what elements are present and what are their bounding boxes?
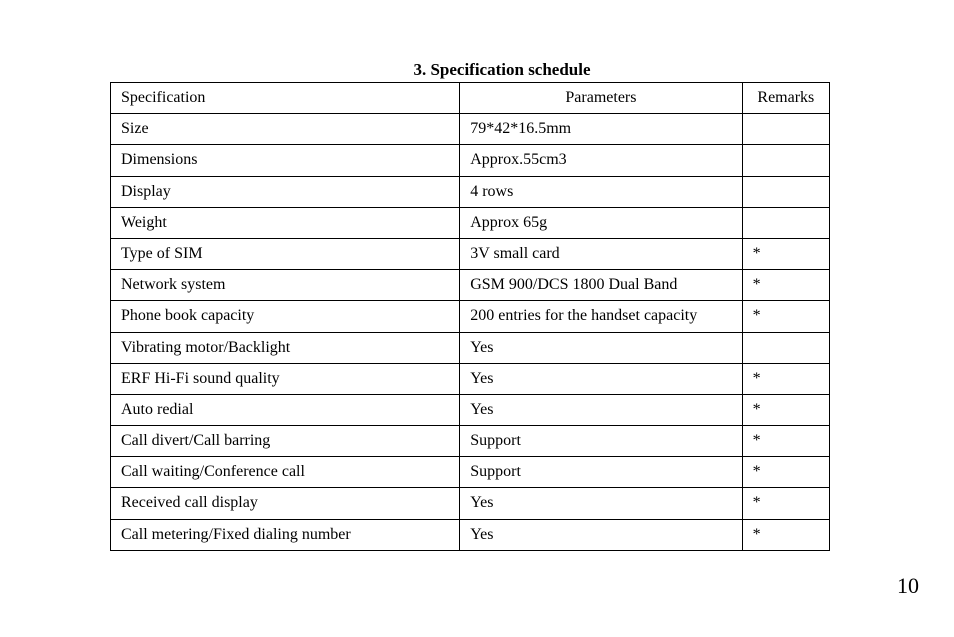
- cell-spec: Auto redial: [111, 394, 460, 425]
- cell-param: Yes: [460, 332, 742, 363]
- cell-remark: *: [742, 519, 829, 550]
- table-row: Network system GSM 900/DCS 1800 Dual Ban…: [111, 270, 830, 301]
- table-row: Phone book capacity 200 entries for the …: [111, 301, 830, 332]
- cell-remark: [742, 332, 829, 363]
- cell-spec: ERF Hi-Fi sound quality: [111, 363, 460, 394]
- cell-spec: Dimensions: [111, 145, 460, 176]
- table-row: Call waiting/Conference call Support *: [111, 457, 830, 488]
- cell-param: 79*42*16.5mm: [460, 114, 742, 145]
- table-row: Auto redial Yes *: [111, 394, 830, 425]
- cell-remark: *: [742, 363, 829, 394]
- cell-param: Yes: [460, 394, 742, 425]
- table-row: Display 4 rows: [111, 176, 830, 207]
- table-row: Weight Approx 65g: [111, 207, 830, 238]
- cell-remark: *: [742, 238, 829, 269]
- cell-param: Yes: [460, 519, 742, 550]
- page-number: 10: [897, 573, 919, 599]
- cell-spec: Received call display: [111, 488, 460, 519]
- col-header-parameters: Parameters: [460, 83, 742, 114]
- cell-remark: *: [742, 488, 829, 519]
- cell-param: Support: [460, 426, 742, 457]
- table-header-row: Specification Parameters Remarks: [111, 83, 830, 114]
- table-row: Vibrating motor/Backlight Yes: [111, 332, 830, 363]
- cell-spec: Display: [111, 176, 460, 207]
- cell-spec: Call waiting/Conference call: [111, 457, 460, 488]
- cell-param: 3V small card: [460, 238, 742, 269]
- cell-remark: [742, 145, 829, 176]
- cell-param: 4 rows: [460, 176, 742, 207]
- cell-remark: [742, 114, 829, 145]
- cell-remark: *: [742, 301, 829, 332]
- cell-remark: [742, 207, 829, 238]
- cell-param: GSM 900/DCS 1800 Dual Band: [460, 270, 742, 301]
- cell-param: Approx 65g: [460, 207, 742, 238]
- cell-spec: Vibrating motor/Backlight: [111, 332, 460, 363]
- cell-remark: *: [742, 270, 829, 301]
- cell-param: Yes: [460, 488, 742, 519]
- table-row: Call divert/Call barring Support *: [111, 426, 830, 457]
- cell-param: 200 entries for the handset capacity: [460, 301, 742, 332]
- section-title: 3. Specification schedule: [110, 60, 894, 80]
- col-header-remarks: Remarks: [742, 83, 829, 114]
- specification-table: Specification Parameters Remarks Size 79…: [110, 82, 830, 551]
- cell-remark: *: [742, 457, 829, 488]
- table-row: Received call display Yes *: [111, 488, 830, 519]
- cell-spec: Network system: [111, 270, 460, 301]
- table-row: Call metering/Fixed dialing number Yes *: [111, 519, 830, 550]
- cell-remark: *: [742, 426, 829, 457]
- table-row: ERF Hi-Fi sound quality Yes *: [111, 363, 830, 394]
- document-page: 3. Specification schedule Specification …: [0, 0, 954, 551]
- cell-remark: [742, 176, 829, 207]
- cell-spec: Type of SIM: [111, 238, 460, 269]
- cell-spec: Phone book capacity: [111, 301, 460, 332]
- cell-spec: Weight: [111, 207, 460, 238]
- table-row: Type of SIM 3V small card *: [111, 238, 830, 269]
- table-row: Dimensions Approx.55cm3: [111, 145, 830, 176]
- cell-spec: Call divert/Call barring: [111, 426, 460, 457]
- table-row: Size 79*42*16.5mm: [111, 114, 830, 145]
- cell-param: Approx.55cm3: [460, 145, 742, 176]
- col-header-specification: Specification: [111, 83, 460, 114]
- cell-param: Yes: [460, 363, 742, 394]
- cell-remark: *: [742, 394, 829, 425]
- cell-spec: Call metering/Fixed dialing number: [111, 519, 460, 550]
- cell-spec: Size: [111, 114, 460, 145]
- cell-param: Support: [460, 457, 742, 488]
